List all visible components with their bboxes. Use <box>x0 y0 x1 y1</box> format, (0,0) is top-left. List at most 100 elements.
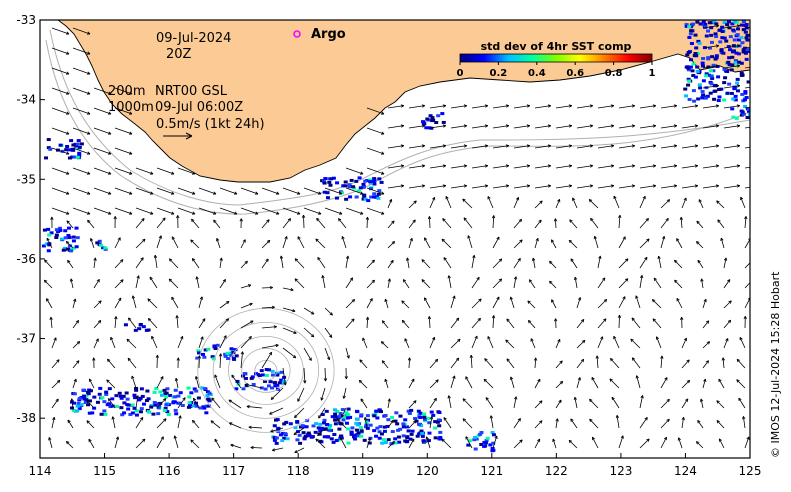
vector-head <box>155 354 160 358</box>
sst-pixel <box>313 430 318 434</box>
current-vector <box>366 187 385 195</box>
current-vector <box>337 418 347 429</box>
sst-pixel <box>349 432 354 436</box>
vector-head <box>270 429 274 433</box>
vector-head <box>380 131 385 135</box>
sst-pixel <box>433 420 438 424</box>
sst-pixel <box>725 69 730 73</box>
vector-head <box>406 257 410 261</box>
sst-pixel <box>152 390 157 394</box>
current-vector <box>576 319 585 329</box>
y-tick-label: -33 <box>16 13 36 27</box>
current-vector <box>618 236 626 249</box>
current-vector <box>660 105 677 109</box>
vector-head <box>750 279 753 282</box>
sst-pixel <box>473 435 478 439</box>
sst-pixel <box>284 420 289 424</box>
vector-head <box>484 144 489 148</box>
vector-head <box>380 191 385 195</box>
sst-pixel <box>195 356 200 360</box>
vector-head <box>441 438 445 443</box>
sst-pixel <box>295 420 300 424</box>
sst-pixel <box>134 386 139 390</box>
current-vector <box>467 235 473 249</box>
current-vector <box>366 437 371 449</box>
sst-pixel <box>332 433 337 437</box>
vector-head <box>736 44 741 48</box>
current-vector <box>315 438 326 449</box>
sst-pixel <box>178 391 183 395</box>
current-vector <box>639 417 648 429</box>
vector-head <box>337 418 341 423</box>
current-vector <box>51 337 57 349</box>
vector-head <box>113 216 117 220</box>
sst-pixel <box>377 436 382 440</box>
current-vector <box>240 260 248 269</box>
sst-pixel <box>223 354 228 358</box>
sst-pixel <box>126 407 131 411</box>
current-vector <box>723 338 729 349</box>
sst-pixel <box>711 63 716 67</box>
sst-pixel <box>693 75 698 79</box>
vector-head <box>202 318 206 322</box>
vector-head <box>442 124 447 128</box>
vector-head <box>703 298 707 303</box>
current-vector <box>387 199 392 209</box>
sst-pixel <box>739 71 744 75</box>
current-vector <box>114 87 133 95</box>
sst-pixel <box>334 439 339 443</box>
vector-head <box>718 378 722 383</box>
current-vector <box>93 279 100 289</box>
current-vector <box>282 207 301 215</box>
sst-pixel <box>187 401 192 405</box>
current-vector <box>527 300 536 309</box>
sst-pixel <box>54 228 59 232</box>
vector-head <box>494 435 498 439</box>
current-vector <box>293 427 305 436</box>
vector-head <box>610 144 615 148</box>
sst-pixel <box>205 398 210 402</box>
sst-pixel <box>730 22 735 26</box>
current-vector <box>597 125 614 129</box>
vector-head <box>66 220 70 224</box>
current-vector <box>660 185 677 189</box>
sst-pixel <box>341 418 346 422</box>
vector-head <box>222 279 226 283</box>
vector-head <box>758 65 761 68</box>
colorbar: std dev of 4hr SST comp 0 0.2 0.4 0.6 0.8 1 <box>457 40 656 79</box>
current-vector <box>744 282 750 289</box>
current-vector <box>716 200 725 209</box>
vector-head <box>744 216 748 220</box>
sst-pixel <box>243 376 248 380</box>
sst-pixel <box>744 57 749 61</box>
sst-pixel <box>368 178 373 182</box>
current-vector <box>618 145 635 149</box>
current-vector <box>51 27 70 35</box>
sst-pixel <box>697 83 702 87</box>
vector-head <box>427 316 432 320</box>
current-vector <box>401 300 410 309</box>
sst-pixel <box>736 52 741 56</box>
current-vector <box>610 358 620 369</box>
vector-head <box>554 318 558 322</box>
sst-pixel <box>95 400 100 404</box>
sst-pixel <box>372 182 377 186</box>
current-vector <box>387 220 395 229</box>
vector-head <box>720 237 724 242</box>
current-vector <box>576 145 593 149</box>
current-vector <box>639 185 656 189</box>
current-vector <box>366 317 369 329</box>
vector-head <box>254 211 259 215</box>
sst-pixel <box>133 328 138 332</box>
current-vector <box>660 399 670 409</box>
sst-pixel <box>731 97 736 101</box>
sst-pixel <box>425 117 430 121</box>
current-vector <box>343 387 347 399</box>
sst-pixel <box>346 413 351 417</box>
sst-pixel <box>146 397 151 401</box>
sst-pixel <box>719 49 724 53</box>
vector-head <box>465 436 469 440</box>
sst-pixel <box>363 179 368 183</box>
y-tick-label: -35 <box>16 172 36 186</box>
vector-head <box>665 217 669 222</box>
